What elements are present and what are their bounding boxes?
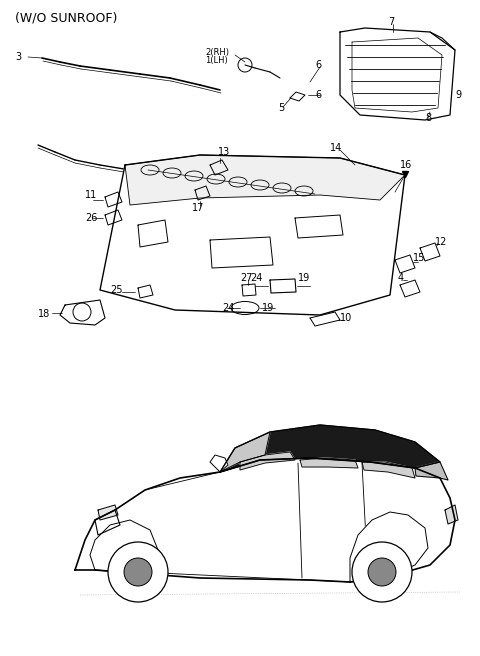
Polygon shape: [220, 432, 270, 472]
Text: 18: 18: [38, 309, 50, 319]
Polygon shape: [138, 220, 168, 247]
Polygon shape: [240, 452, 295, 470]
Text: 5: 5: [278, 103, 284, 113]
Text: 11: 11: [85, 190, 97, 200]
Polygon shape: [100, 155, 405, 315]
Text: 2(RH): 2(RH): [205, 47, 229, 56]
Text: 19: 19: [262, 303, 274, 313]
Text: 13: 13: [218, 147, 230, 157]
Polygon shape: [98, 505, 118, 520]
Text: 16: 16: [400, 160, 412, 170]
Polygon shape: [350, 512, 428, 582]
Polygon shape: [300, 458, 358, 468]
Polygon shape: [210, 237, 273, 268]
Text: 19: 19: [298, 273, 310, 283]
Text: 12: 12: [435, 237, 447, 247]
Polygon shape: [95, 510, 120, 535]
Polygon shape: [415, 462, 448, 480]
Polygon shape: [295, 215, 343, 238]
Polygon shape: [210, 455, 228, 472]
Text: 27: 27: [240, 273, 252, 283]
Text: 24: 24: [222, 303, 234, 313]
Text: 14: 14: [330, 143, 342, 153]
Polygon shape: [362, 462, 415, 478]
Text: 3: 3: [15, 52, 21, 62]
Text: 1(LH): 1(LH): [205, 56, 228, 64]
Polygon shape: [445, 505, 458, 524]
Text: 15: 15: [413, 253, 425, 263]
Text: 8: 8: [425, 113, 431, 123]
Text: 6: 6: [315, 60, 321, 70]
Text: (W/O SUNROOF): (W/O SUNROOF): [15, 12, 118, 24]
Polygon shape: [75, 458, 455, 582]
Polygon shape: [220, 425, 440, 472]
Text: 25: 25: [110, 285, 122, 295]
Text: 24: 24: [250, 273, 263, 283]
Text: 26: 26: [85, 213, 97, 223]
Text: 10: 10: [340, 313, 352, 323]
Polygon shape: [60, 300, 105, 325]
Polygon shape: [125, 155, 405, 205]
Circle shape: [108, 542, 168, 602]
Polygon shape: [90, 520, 160, 573]
Text: 9: 9: [455, 90, 461, 100]
Text: 7: 7: [388, 17, 394, 27]
Text: 4: 4: [398, 273, 404, 283]
Text: 6: 6: [315, 90, 321, 100]
Circle shape: [368, 558, 396, 586]
Circle shape: [352, 542, 412, 602]
Polygon shape: [340, 28, 455, 120]
Text: 17: 17: [192, 203, 204, 213]
Circle shape: [124, 558, 152, 586]
